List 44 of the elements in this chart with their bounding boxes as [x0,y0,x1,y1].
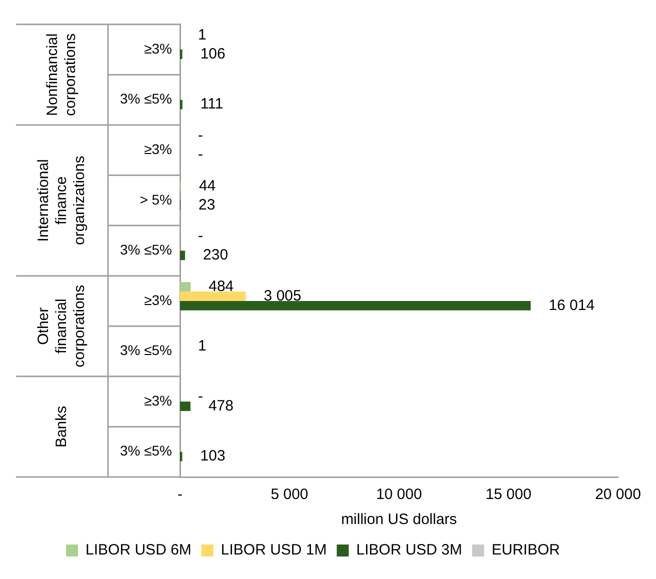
text: Nonfinancial corporations [44,33,80,116]
y-tick-label: ≥3% [144,292,172,308]
legend-label: LIBOR USD 1M [220,542,327,559]
data-label: - [198,146,203,163]
data-label: 484 [208,278,234,295]
y-tick-label: ≥3% [144,40,172,56]
y-tick-label: 3% ≤5% [120,90,172,107]
data-label: 3 005 [264,287,302,304]
legend-label: LIBOR USD 6M [86,542,192,559]
data-label: 230 [203,246,228,264]
bar [180,402,190,411]
text: International finance organizations [35,156,88,246]
data-label: - [198,388,203,405]
bar [180,282,191,292]
legend-label: LIBOR USD 3M [356,542,462,559]
bar [180,292,246,301]
data-label: - [198,228,203,245]
y-tick-label: 3% ≤5% [120,342,172,358]
x-tick-label: 20 000 [595,486,641,504]
data-label: 111 [200,96,224,113]
y-tick-label: 3% ≤5% [120,242,172,258]
x-tick-label: 15 000 [486,486,532,504]
data-label: 16 014 [548,296,595,314]
legend-label: EURIBOR [492,542,560,559]
data-label: 103 [200,448,226,465]
x-tick-label: 5 000 [270,486,308,504]
y-tick-label: ≥3% [144,140,172,157]
bar [180,300,531,310]
bar [180,250,186,260]
data-label: 44 [198,177,216,194]
data-label: 1 [198,26,206,44]
x-axis-title: million US dollars [341,511,457,528]
data-label: 1 [198,338,206,355]
data-label: 23 [198,196,216,214]
data-label: - [198,127,203,144]
x-tick-label: 10 000 [376,486,422,504]
y-tick-label: 3% ≤5% [120,442,172,459]
text: Other financial corporations [35,284,88,368]
y-tick-label: > 5% [140,191,172,208]
text: Banks [53,406,70,448]
data-label: 478 [208,397,234,414]
data-label: 106 [200,45,226,62]
y-tick-label: ≥3% [144,392,172,408]
x-tick-label: - [178,486,182,504]
